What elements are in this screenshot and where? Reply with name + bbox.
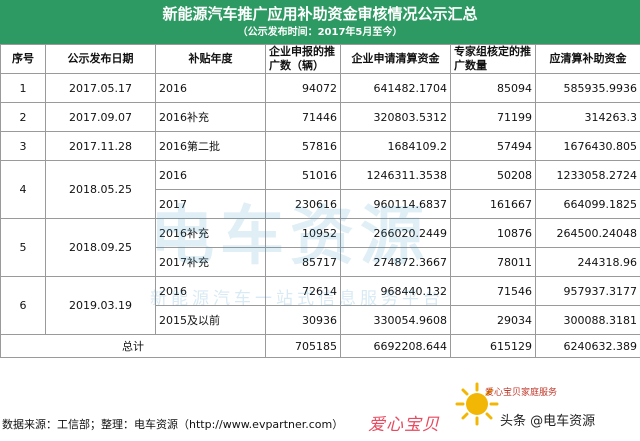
row-approved: 29034 [450,305,536,335]
row-no: 1 [0,73,46,103]
table-row: 6 2019.03.19 2016 72614 968440.132 71546… [0,276,640,335]
row-approved: 161667 [450,189,536,219]
header-row: 序号 公示发布日期 补贴年度 企业申报的推广数（辆） 企业申请清算资金 专家组核… [0,44,640,74]
total-approved: 615129 [450,334,536,358]
row-year: 2016补充 [155,102,266,132]
table-row: 2 2017.09.07 2016补充 71446 320803.5312 71… [0,102,640,132]
row-date: 2019.03.19 [45,276,156,335]
row-date: 2018.05.25 [45,160,156,219]
row-settled: 664099.1825 [535,189,640,219]
toutiao-badge: 头条 @电车资源 [500,414,596,429]
table-row: 4 2018.05.25 2016 51016 1246311.3538 502… [0,160,640,219]
row-funds: 641482.1704 [340,73,451,103]
row-applied: 94072 [265,73,341,103]
table-row: 5 2018.09.25 2016补充 10952 266020.2449 10… [0,218,640,277]
total-label: 总计 [0,334,266,358]
col-header-date: 公示发布日期 [45,44,156,74]
row-funds: 1684109.2 [340,131,451,161]
row-settled: 1233058.2724 [535,160,640,190]
row-settled: 585935.9936 [535,73,640,103]
row-date: 2017.05.17 [45,73,156,103]
row-approved: 78011 [450,247,536,277]
page-subtitle: （公示发布时间：2017年5月至今） [237,27,403,38]
row-year: 2015及以前 [155,305,266,335]
row-date: 2018.09.25 [45,218,156,277]
row-settled: 1676430.805 [535,131,640,161]
row-funds: 330054.9608 [340,305,451,335]
row-applied: 10952 [265,218,341,248]
total-funds: 6692208.644 [340,334,451,358]
brand-watermark: 爱心宝贝 [368,415,440,435]
title-banner: 新能源汽车推广应用补助资金审核情况公示汇总 （公示发布时间：2017年5月至今） [0,0,640,44]
row-applied: 51016 [265,160,341,190]
row-settled: 957937.3177 [535,276,640,306]
subsidy-table: 序号 公示发布日期 补贴年度 企业申报的推广数（辆） 企业申请清算资金 专家组核… [0,44,640,358]
row-approved: 71546 [450,276,536,306]
row-settled: 264500.24048 [535,218,640,248]
col-header-year: 补贴年度 [155,44,266,74]
total-settled: 6240632.389 [535,334,640,358]
row-applied: 230616 [265,189,341,219]
row-no: 4 [0,160,46,219]
row-applied: 85717 [265,247,341,277]
col-header-approved: 专家组核定的推广数量 [450,44,536,74]
row-no: 3 [0,131,46,161]
col-header-funds: 企业申请清算资金 [340,44,451,74]
table-row: 2015及以前 30936 330054.9608 29034 300088.3… [1,305,640,335]
row-funds: 274872.3667 [340,247,451,277]
row-settled: 314263.3 [535,102,640,132]
sun-logo-icon [455,382,499,426]
row-approved: 71199 [450,102,536,132]
row-approved: 50208 [450,160,536,190]
row-funds: 266020.2449 [340,218,451,248]
row-funds: 960114.6837 [340,189,451,219]
row-year: 2017补充 [155,247,266,277]
row-no: 2 [0,102,46,132]
row-funds: 320803.5312 [340,102,451,132]
table-row: 2017 230616 960114.6837 161667 664099.18… [1,189,640,219]
page-title: 新能源汽车推广应用补助资金审核情况公示汇总 [162,5,478,23]
row-year: 2016补充 [155,218,266,248]
table-row: 1 2017.05.17 2016 94072 641482.1704 8509… [0,73,640,103]
row-applied: 30936 [265,305,341,335]
table-row: 3 2017.11.28 2016第二批 57816 1684109.2 574… [0,131,640,161]
row-funds: 1246311.3538 [340,160,451,190]
row-settled: 300088.3181 [535,305,640,335]
row-year: 2016 [155,160,266,190]
row-no: 6 [0,276,46,335]
row-no: 5 [0,218,46,277]
row-date: 2017.09.07 [45,102,156,132]
row-applied: 57816 [265,131,341,161]
row-year: 2017 [155,189,266,219]
col-header-no: 序号 [0,44,46,74]
col-header-applied: 企业申报的推广数（辆） [265,44,341,74]
col-header-settled: 应清算补助资金 [535,44,640,74]
row-applied: 72614 [265,276,341,306]
row-year: 2016第二批 [155,131,266,161]
source-footer: 数据来源：工信部；整理：电车资源（http://www.evpartner.co… [2,418,344,431]
row-year: 2016 [155,276,266,306]
row-approved: 10876 [450,218,536,248]
row-settled: 244318.96 [535,247,640,277]
row-approved: 57494 [450,131,536,161]
row-funds: 968440.132 [340,276,451,306]
total-row: 总计 705185 6692208.644 615129 6240632.389 [0,334,640,358]
brand-small-text: 爱心宝贝家庭服务 [485,388,558,398]
table-row: 2017补充 85717 274872.3667 78011 244318.96 [1,247,640,277]
row-applied: 71446 [265,102,341,132]
row-year: 2016 [155,73,266,103]
total-applied: 705185 [265,334,341,358]
row-approved: 85094 [450,73,536,103]
row-date: 2017.11.28 [45,131,156,161]
